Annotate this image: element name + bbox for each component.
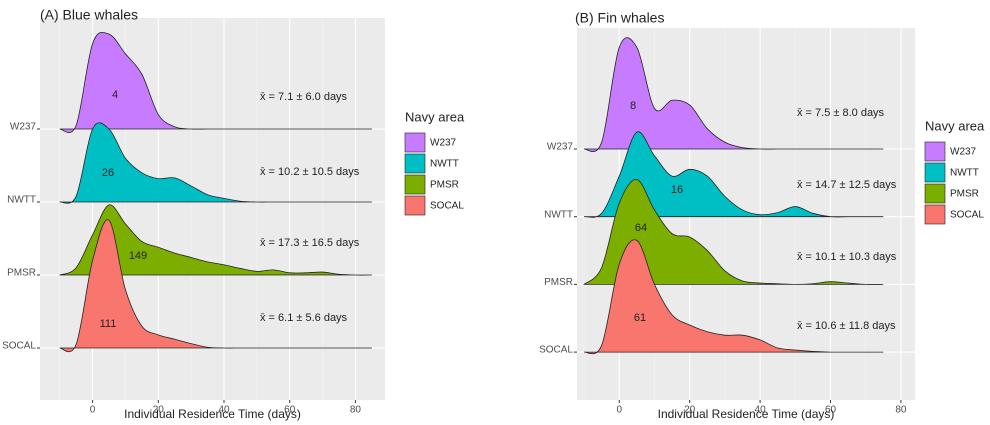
x-tick-label: 20 — [684, 405, 696, 416]
x-tick-label: 60 — [825, 405, 837, 416]
legend-label: NWTT — [430, 159, 459, 170]
legend-label: SOCAL — [430, 201, 464, 212]
legend-label: PMSR — [430, 180, 459, 191]
legend-label: W237 — [950, 147, 977, 158]
density-ridge — [583, 37, 884, 152]
x-axis-label: Individual Residence Time (days) — [124, 407, 301, 421]
y-tick-label: SOCAL — [2, 341, 36, 352]
legend-swatch — [924, 183, 946, 204]
legend-swatch — [924, 204, 946, 225]
mean-label: x̄ = 7.1 ± 6.0 days — [260, 91, 348, 103]
count-label: 26 — [102, 167, 114, 179]
mean-label: x̄ = 17.3 ± 16.5 days — [260, 237, 360, 249]
legend-swatch — [924, 162, 946, 183]
count-label: 111 — [100, 318, 117, 330]
mean-label: x̄ = 7.5 ± 8.0 days — [797, 107, 885, 119]
mean-label: x̄ = 10.6 ± 11.8 days — [797, 320, 896, 332]
count-label: 61 — [634, 312, 646, 324]
density-ridge — [59, 122, 372, 204]
x-axis-label: Individual Residence Time (days) — [658, 407, 835, 421]
density-ridge — [59, 204, 372, 276]
x-tick-label: 40 — [755, 405, 767, 416]
legend-label: PMSR — [950, 189, 979, 200]
legend-swatch — [404, 174, 426, 195]
density-ridge — [583, 179, 884, 285]
count-label: 4 — [112, 89, 118, 101]
chart-title: (A) Blue whales — [40, 7, 138, 23]
x-tick-label: 40 — [218, 405, 230, 416]
x-tick-label: 0 — [90, 405, 96, 416]
mean-label: x̄ = 10.2 ± 10.5 days — [260, 166, 360, 178]
legend-label: W237 — [430, 138, 457, 149]
y-tick-label: W237 — [547, 142, 574, 153]
y-tick-label: NWTT — [7, 195, 36, 206]
y-tick-label: NWTT — [544, 209, 573, 220]
legend-title: Navy area — [405, 109, 465, 124]
legend-title: Navy area — [925, 118, 985, 133]
mean-label: x̄ = 6.1 ± 5.6 days — [260, 312, 348, 324]
x-tick-label: 80 — [350, 405, 362, 416]
legend-swatch — [404, 195, 426, 216]
density-ridge — [59, 219, 372, 353]
x-tick-label: 0 — [616, 405, 622, 416]
legend-swatch — [404, 153, 426, 174]
y-tick-label: W237 — [10, 122, 37, 133]
y-tick-label: PMSR — [544, 277, 573, 288]
mean-label: x̄ = 10.1 ± 10.3 days — [797, 251, 897, 263]
mean-label: x̄ = 14.7 ± 12.5 days — [797, 179, 897, 191]
x-tick-label: 20 — [153, 405, 165, 416]
chart-title: (B) Fin whales — [575, 10, 664, 26]
density-ridge — [583, 239, 884, 355]
density-ridge — [583, 131, 884, 218]
count-label: 149 — [129, 250, 147, 262]
y-tick-label: SOCAL — [539, 345, 573, 356]
count-label: 64 — [635, 222, 647, 234]
y-tick-label: PMSR — [7, 268, 36, 279]
density-ridge — [59, 31, 372, 133]
x-tick-label: 60 — [284, 405, 296, 416]
x-tick-label: 80 — [895, 405, 907, 416]
legend-swatch — [924, 141, 946, 162]
legend-label: NWTT — [950, 168, 979, 179]
count-label: 8 — [630, 100, 636, 112]
legend-swatch — [404, 132, 426, 153]
count-label: 16 — [671, 184, 683, 196]
legend-label: SOCAL — [950, 210, 984, 221]
